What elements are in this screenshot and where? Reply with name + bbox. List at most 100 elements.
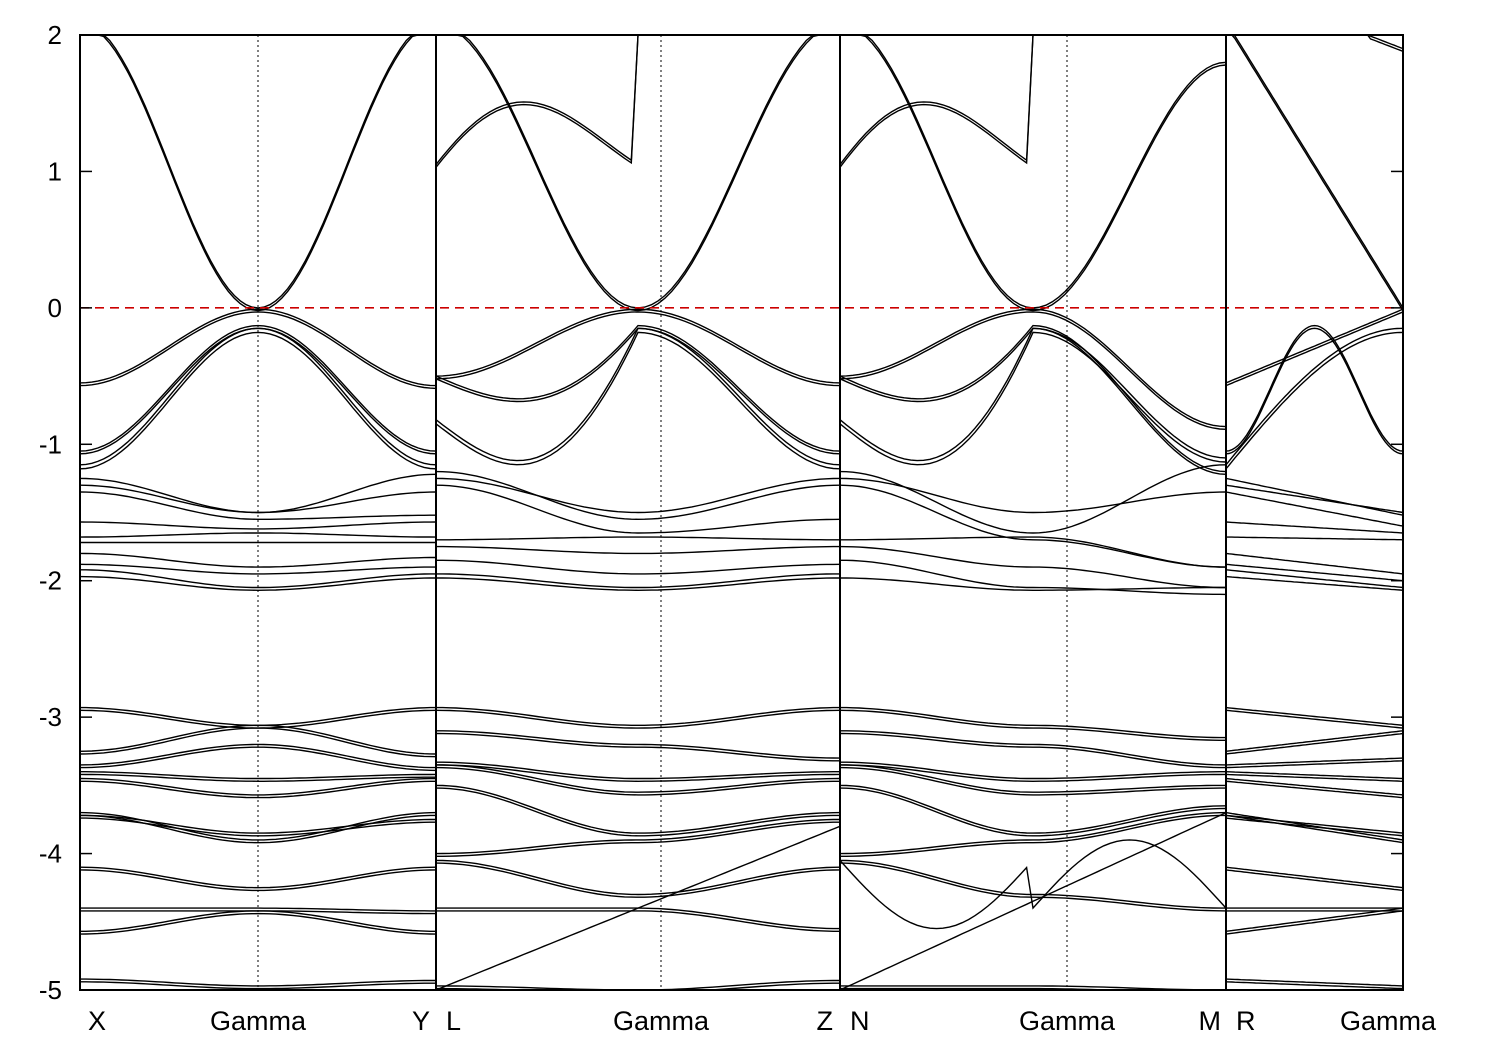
cb2-side (839, 34, 1226, 166)
vb3-s3-b (1225, 331, 1404, 470)
dband-s0-7 (79, 563, 436, 575)
lband-s1-5-b (436, 821, 840, 857)
lband-s3-6 (1225, 814, 1404, 834)
vb1-s2 (839, 308, 1227, 428)
lband-s0-4-b (80, 780, 436, 799)
lband-s2-0 (840, 706, 1226, 739)
lband-s3-5-b (1225, 814, 1404, 844)
dband-s2-5 (840, 559, 1227, 596)
lband-s2-3-b (839, 766, 1226, 796)
cb3 (1226, 34, 1404, 309)
vb3-s1-b (435, 331, 841, 470)
lband-s1-3 (435, 764, 841, 793)
lband-s2-1 (840, 730, 1227, 766)
lband-s3-1-b (1225, 732, 1404, 755)
dband-s3-4 (1226, 536, 1404, 541)
dband-s1-3 (436, 536, 840, 541)
lband-s2-2-b (840, 764, 1227, 783)
vb1-s1-b (435, 311, 841, 387)
cross-s1 (435, 825, 841, 991)
cb2 (840, 34, 1227, 309)
lband-s3-5 (1225, 811, 1404, 841)
lband-s2-6-b (839, 862, 1227, 912)
lband-s2-3 (839, 764, 1226, 793)
vb3-s1 (435, 327, 841, 466)
lband-s3-2-b (1225, 760, 1404, 769)
lband-s1-6-b (435, 862, 841, 898)
dband-s0-1 (79, 484, 437, 514)
k-point-label: Y (412, 1006, 430, 1036)
y-tick-label: 0 (48, 293, 62, 323)
lband-s2-5 (839, 811, 1227, 855)
dband-s0-3 (79, 521, 437, 530)
lband-s0-1 (79, 724, 437, 755)
vb1-s3 (1225, 308, 1404, 384)
lband-s2-5-b (840, 814, 1226, 857)
dband-s3-3 (1225, 521, 1404, 534)
lband-s3-1 (1225, 730, 1404, 752)
vb1-s1 (435, 308, 841, 384)
dband-s1-5 (436, 559, 841, 575)
lband-s0-2 (79, 743, 436, 769)
dband-s3-8 (1225, 575, 1404, 591)
lband-s1-4-b (435, 787, 840, 837)
vb2-s1-b (435, 327, 841, 455)
cb1-side (435, 34, 840, 166)
vb2-s2-b (839, 327, 1227, 475)
dband-s3-0 (1225, 477, 1404, 516)
hump-s2 (839, 839, 1227, 930)
cb0 (80, 34, 436, 309)
k-point-label: Gamma (613, 1006, 710, 1036)
k-point-label: Gamma (1340, 1006, 1437, 1036)
k-point-label: N (850, 1006, 870, 1036)
lband-s3-3 (1225, 771, 1404, 780)
cb2-b (840, 34, 1227, 312)
lband-s0-2-b (80, 746, 437, 772)
lband-s0-10-b (80, 981, 436, 990)
lband-s3-2 (1225, 757, 1404, 766)
lband-s3-7 (1225, 866, 1404, 889)
dband-s1-7 (436, 577, 840, 592)
vb1-s2-b (839, 311, 1227, 430)
dband-s2-4 (839, 545, 1226, 589)
k-point-label: L (446, 1006, 461, 1036)
plot-border (79, 34, 1404, 991)
k-point-label: Gamma (1019, 1006, 1116, 1036)
cross-s2 (839, 811, 1227, 991)
k-point-label: Z (817, 1006, 834, 1036)
vb2-s0 (79, 324, 437, 452)
lband-s1-0-b (435, 709, 841, 729)
vb3-s0-b (79, 331, 437, 470)
plot-frame (79, 34, 1404, 991)
lband-s3-7-b (1225, 869, 1404, 892)
vb3-s3 (1225, 327, 1404, 466)
lband-s0-9-b (79, 912, 437, 935)
lband-s0-6 (80, 814, 436, 834)
dband-s1-6 (436, 573, 840, 589)
dband-s2-2 (839, 484, 1227, 568)
lband-s1-0 (436, 706, 840, 726)
dband-s3-7 (1225, 569, 1404, 589)
lband-s3-4-b (1225, 780, 1404, 799)
lband-s3-6-b (1225, 817, 1404, 837)
lband-s1-1-b (435, 732, 840, 762)
lband-s3-10-b (1225, 981, 1404, 990)
lband-s1-6 (435, 859, 841, 896)
vb2-s2 (839, 324, 1227, 473)
y-tick-label: -1 (39, 429, 62, 459)
lband-s1-2 (436, 761, 840, 780)
cb1-side-b (435, 34, 840, 168)
dband-s0-9 (79, 575, 436, 592)
lband-s1-3-b (435, 766, 840, 796)
y-tick-label: -3 (39, 702, 62, 732)
k-point-label: X (88, 1006, 106, 1036)
k-path-dividers (435, 35, 1227, 990)
lband-s2-4-b (839, 787, 1227, 837)
dband-s2-1 (839, 464, 1227, 534)
vb3-s2 (839, 327, 1227, 462)
lband-s2-1-b (839, 732, 1226, 769)
lband-s1-2-b (436, 764, 841, 783)
lband-s0-4 (79, 777, 437, 796)
cb1 (436, 34, 840, 309)
